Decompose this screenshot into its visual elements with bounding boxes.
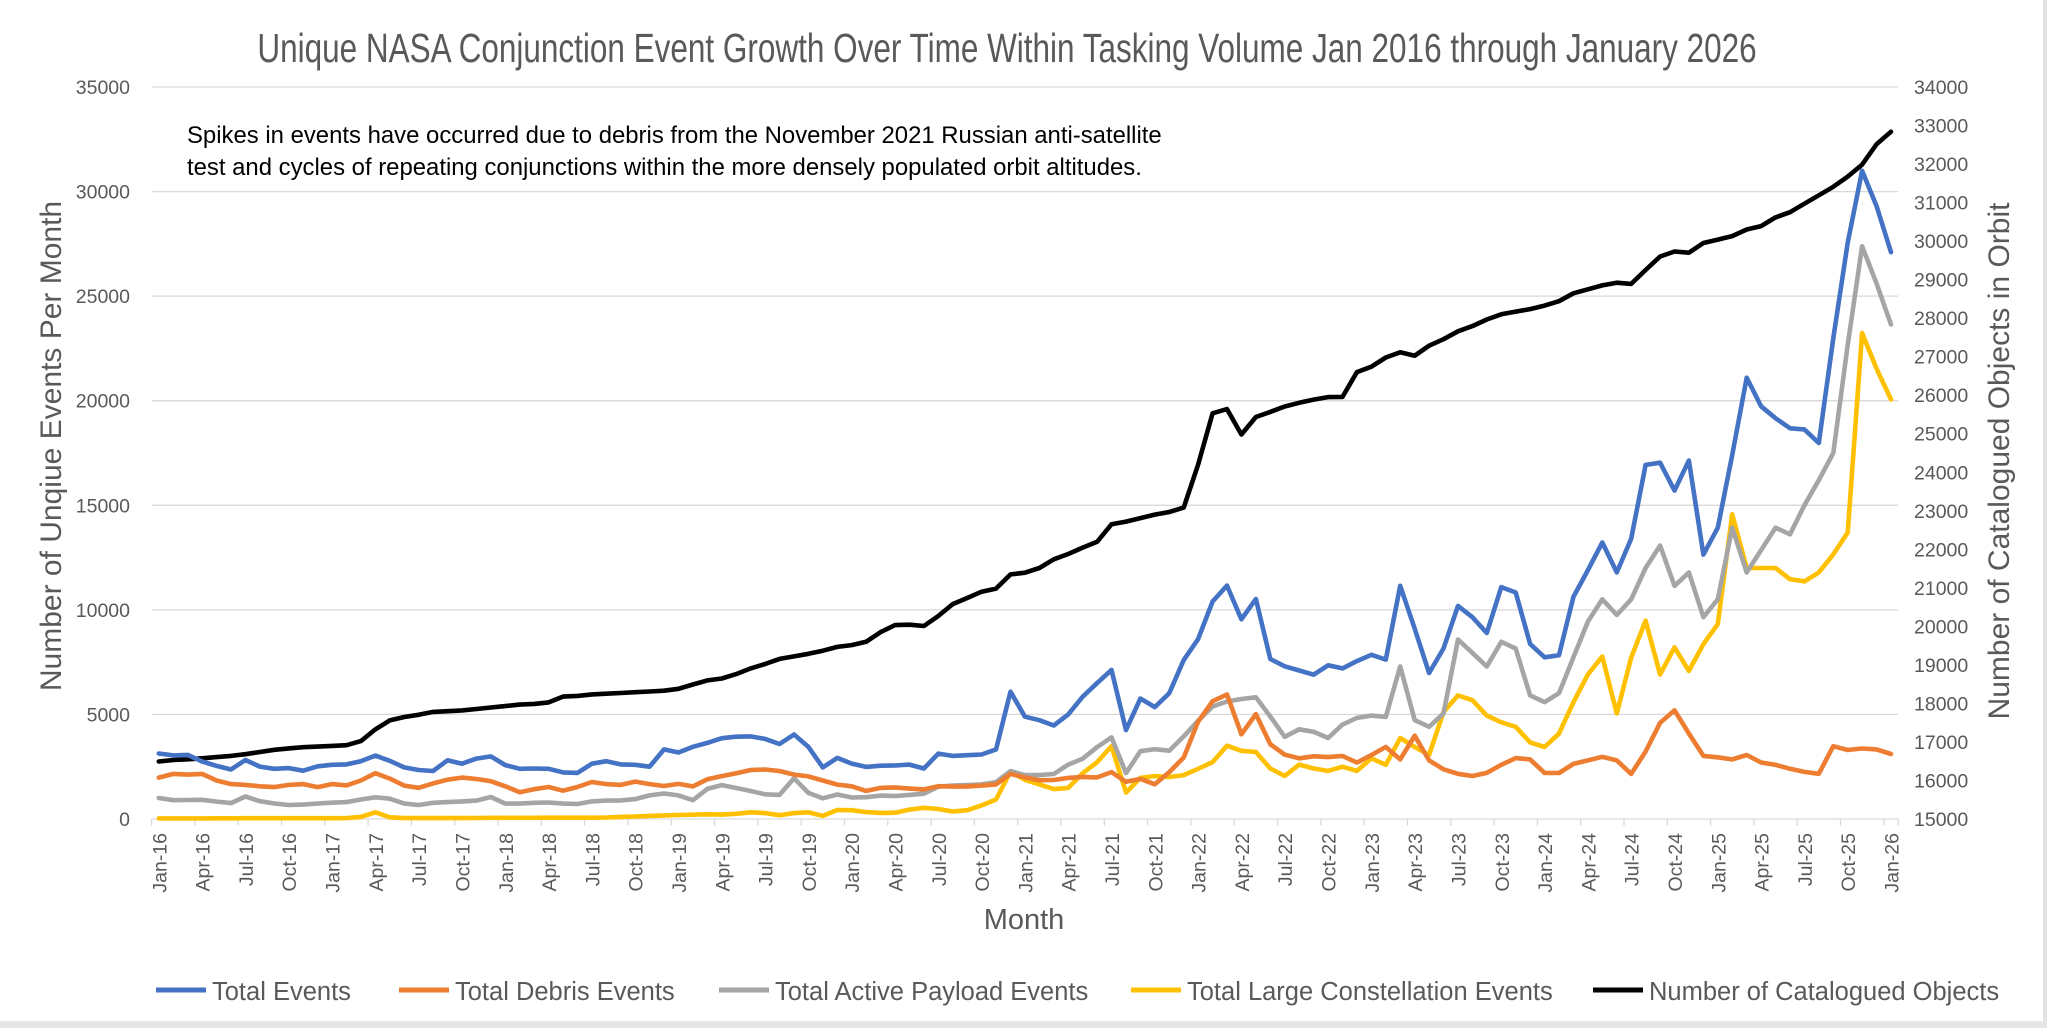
svg-text:0: 0 xyxy=(119,809,130,831)
svg-text:Month: Month xyxy=(984,904,1065,936)
svg-text:17000: 17000 xyxy=(1914,732,1968,754)
svg-text:Oct-17: Oct-17 xyxy=(453,833,475,892)
svg-text:Unique NASA Conjunction Event: Unique NASA Conjunction Event Growth Ove… xyxy=(257,25,1756,71)
svg-text:Apr-19: Apr-19 xyxy=(712,833,734,892)
svg-text:20000: 20000 xyxy=(76,391,130,413)
svg-text:Jan-19: Jan-19 xyxy=(669,833,691,893)
svg-text:Jan-23: Jan-23 xyxy=(1362,833,1384,893)
svg-text:Oct-23: Oct-23 xyxy=(1492,833,1514,892)
svg-text:32000: 32000 xyxy=(1914,154,1968,176)
svg-text:5000: 5000 xyxy=(87,704,131,726)
svg-text:Jul-23: Jul-23 xyxy=(1449,833,1471,886)
svg-text:Apr-25: Apr-25 xyxy=(1752,833,1774,892)
svg-text:Jul-25: Jul-25 xyxy=(1795,833,1817,886)
svg-text:Jul-19: Jul-19 xyxy=(756,833,778,886)
svg-text:Oct-16: Oct-16 xyxy=(279,833,301,892)
svg-text:Jan-25: Jan-25 xyxy=(1708,833,1730,893)
svg-text:Apr-17: Apr-17 xyxy=(366,833,388,892)
svg-text:30000: 30000 xyxy=(1914,231,1968,253)
svg-text:Jan-17: Jan-17 xyxy=(323,833,345,893)
svg-text:Jan-22: Jan-22 xyxy=(1189,833,1211,893)
svg-text:Total Active Payload Events: Total Active Payload Events xyxy=(775,978,1088,1006)
svg-text:25000: 25000 xyxy=(76,286,130,308)
svg-text:Jul-22: Jul-22 xyxy=(1275,833,1297,886)
svg-text:Total Debris Events: Total Debris Events xyxy=(455,978,675,1006)
svg-text:Jul-16: Jul-16 xyxy=(236,833,258,886)
svg-text:21000: 21000 xyxy=(1914,578,1968,600)
svg-text:Jul-17: Jul-17 xyxy=(409,833,431,886)
svg-text:Apr-21: Apr-21 xyxy=(1059,833,1081,892)
svg-text:Oct-18: Oct-18 xyxy=(626,833,648,892)
svg-text:Number of Unqiue Events Per Mo: Number of Unqiue Events Per Month xyxy=(35,201,68,691)
svg-text:20000: 20000 xyxy=(1914,616,1968,638)
svg-text:Jan-18: Jan-18 xyxy=(496,833,518,893)
svg-text:Apr-24: Apr-24 xyxy=(1578,833,1600,892)
svg-text:Jul-24: Jul-24 xyxy=(1622,833,1644,886)
svg-text:Number of Catalogued Objects: Number of Catalogued Objects xyxy=(1649,978,1999,1006)
svg-text:Oct-22: Oct-22 xyxy=(1319,833,1341,892)
svg-text:Oct-25: Oct-25 xyxy=(1838,833,1860,892)
svg-text:16000: 16000 xyxy=(1914,771,1968,793)
svg-text:Total Events: Total Events xyxy=(212,978,351,1006)
svg-text:Apr-20: Apr-20 xyxy=(886,833,908,892)
svg-text:Apr-16: Apr-16 xyxy=(193,833,215,892)
svg-text:Apr-23: Apr-23 xyxy=(1405,833,1427,892)
svg-text:29000: 29000 xyxy=(1914,270,1968,292)
svg-text:Spikes in events have occurred: Spikes in events have occurred due to de… xyxy=(187,122,1162,149)
svg-text:19000: 19000 xyxy=(1914,655,1968,677)
svg-text:24000: 24000 xyxy=(1914,462,1968,484)
svg-text:Oct-21: Oct-21 xyxy=(1145,833,1167,892)
svg-text:Jan-21: Jan-21 xyxy=(1015,833,1037,893)
svg-text:test and cycles of repeating c: test and cycles of repeating conjunction… xyxy=(187,154,1142,181)
svg-text:25000: 25000 xyxy=(1914,424,1968,446)
svg-text:Oct-20: Oct-20 xyxy=(972,833,994,892)
svg-text:Total Large Constellation Even: Total Large Constellation Events xyxy=(1187,978,1553,1006)
svg-text:Oct-24: Oct-24 xyxy=(1665,833,1687,892)
svg-text:Jan-20: Jan-20 xyxy=(842,833,864,893)
svg-text:34000: 34000 xyxy=(1914,77,1968,99)
svg-text:Oct-19: Oct-19 xyxy=(799,833,821,892)
svg-text:Apr-18: Apr-18 xyxy=(539,833,561,892)
svg-text:35000: 35000 xyxy=(76,77,130,99)
svg-text:23000: 23000 xyxy=(1914,501,1968,523)
svg-text:27000: 27000 xyxy=(1914,347,1968,369)
svg-text:Jul-20: Jul-20 xyxy=(929,833,951,886)
svg-text:31000: 31000 xyxy=(1914,193,1968,215)
svg-text:Jul-21: Jul-21 xyxy=(1102,833,1124,886)
svg-text:Jul-18: Jul-18 xyxy=(582,833,604,886)
svg-text:33000: 33000 xyxy=(1914,116,1968,138)
svg-text:26000: 26000 xyxy=(1914,385,1968,407)
svg-text:30000: 30000 xyxy=(76,182,130,204)
svg-text:28000: 28000 xyxy=(1914,308,1968,330)
svg-text:Number of Catalogued Objects i: Number of Catalogued Objects in Orbit xyxy=(1983,202,2016,720)
svg-text:Jan-26: Jan-26 xyxy=(1882,833,1904,893)
svg-text:15000: 15000 xyxy=(1914,809,1968,831)
svg-text:18000: 18000 xyxy=(1914,693,1968,715)
svg-text:15000: 15000 xyxy=(76,495,130,517)
svg-text:Apr-22: Apr-22 xyxy=(1232,833,1254,892)
svg-text:10000: 10000 xyxy=(76,600,130,622)
svg-text:Jan-24: Jan-24 xyxy=(1535,833,1557,893)
svg-text:22000: 22000 xyxy=(1914,539,1968,561)
svg-text:Jan-16: Jan-16 xyxy=(149,833,171,893)
